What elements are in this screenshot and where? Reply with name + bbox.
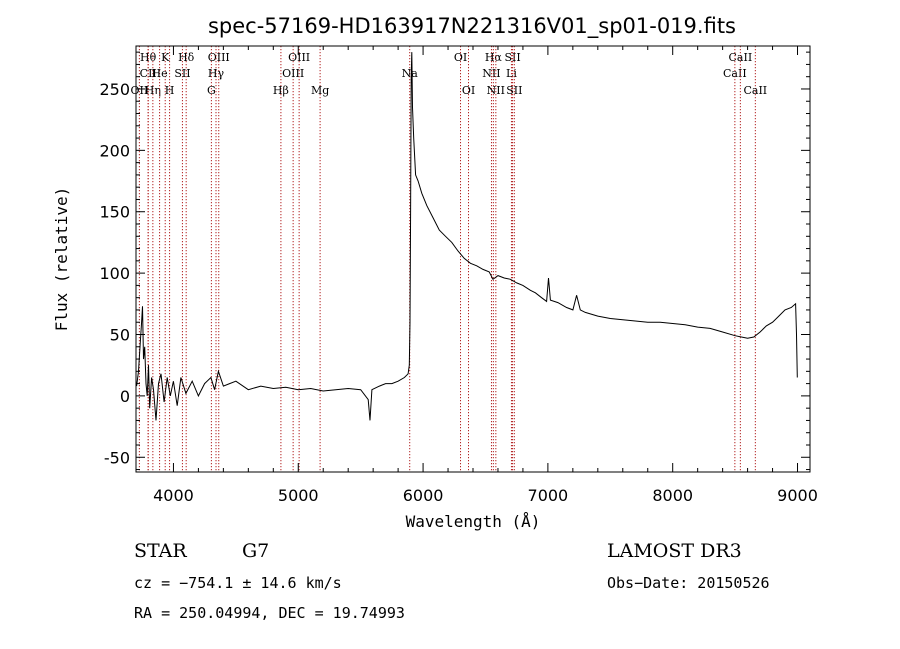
line-marker-label-15: Mg	[311, 84, 329, 97]
line-marker-label-26: CaII	[729, 51, 753, 64]
object-type: STAR	[134, 540, 187, 562]
line-marker-label-18: OI	[462, 84, 475, 97]
observation-date: Obs−Date: 20150526	[607, 574, 770, 592]
line-marker-label-14: OIII	[288, 51, 310, 64]
line-marker-label-8: Hδ	[178, 51, 195, 64]
y-tick-label-0: -50	[104, 448, 130, 467]
spectral-subclass: G7	[242, 540, 270, 562]
line-marker-label-20: Hα	[485, 51, 503, 64]
line-marker-label-16: Na	[402, 67, 419, 80]
line-marker-label-11: G	[207, 84, 216, 97]
line-marker-label-21: NII	[487, 84, 505, 97]
line-marker-label-10: Hγ	[208, 67, 225, 80]
line-marker-label-3: Hη	[145, 84, 161, 97]
spectrum-line-0	[136, 52, 798, 421]
line-marker-label-22: Li	[506, 67, 517, 80]
x-tick-label-3: 7000	[528, 486, 569, 505]
line-marker-label-0: Hθ	[140, 51, 157, 64]
survey-name: LAMOST DR3	[607, 540, 742, 562]
y-tick-label-3: 100	[99, 264, 130, 283]
line-marker-label-13: OIII	[282, 67, 304, 80]
line-marker-label-25: CaII	[723, 67, 747, 80]
y-tick-label-6: 250	[99, 80, 130, 99]
line-marker-label-5: He	[152, 67, 168, 80]
line-marker-label-4: K	[161, 51, 170, 64]
y-tick-label-5: 200	[99, 141, 130, 160]
velocity-readout: cz = −754.1 ± 14.6 km/s	[134, 574, 342, 592]
line-marker-label-27: CaII	[743, 84, 767, 97]
x-tick-label-1: 5000	[278, 486, 319, 505]
line-marker-label-19: NII	[482, 67, 500, 80]
x-tick-label-0: 4000	[153, 486, 194, 505]
spectrum-series	[136, 52, 798, 421]
y-tick-label-1: 0	[120, 387, 130, 406]
x-tick-label-4: 8000	[652, 486, 693, 505]
line-marker-label-7: SII	[174, 67, 190, 80]
line-marker-label-17: OI	[454, 51, 467, 64]
coordinates-readout: RA = 250.04994, DEC = 19.74993	[134, 604, 405, 622]
line-marker-label-9: OIII	[208, 51, 230, 64]
line-marker-label-24: SII	[506, 84, 522, 97]
y-axis-label: Flux (relative)	[52, 187, 71, 332]
line-marker-label-2: OII	[131, 84, 149, 97]
line-marker-label-23: SII	[504, 51, 520, 64]
axis-ticks: 4000 5000 6000 7000 8000 9000 -50 0 50 100 150 200 2…	[99, 46, 818, 505]
x-tick-label-2: 6000	[403, 486, 444, 505]
line-marker-label-12: Hβ	[273, 84, 289, 97]
x-axis-label: Wavelength (Å)	[406, 512, 541, 531]
y-tick-label-2: 50	[110, 326, 130, 345]
plot-frame	[135, 45, 811, 473]
y-tick-label-4: 150	[99, 203, 130, 222]
x-tick-label-5: 9000	[777, 486, 818, 505]
chart-title: spec-57169-HD163917N221316V01_sp01-019.f…	[208, 14, 736, 39]
line-marker-label-6: H	[165, 84, 175, 97]
